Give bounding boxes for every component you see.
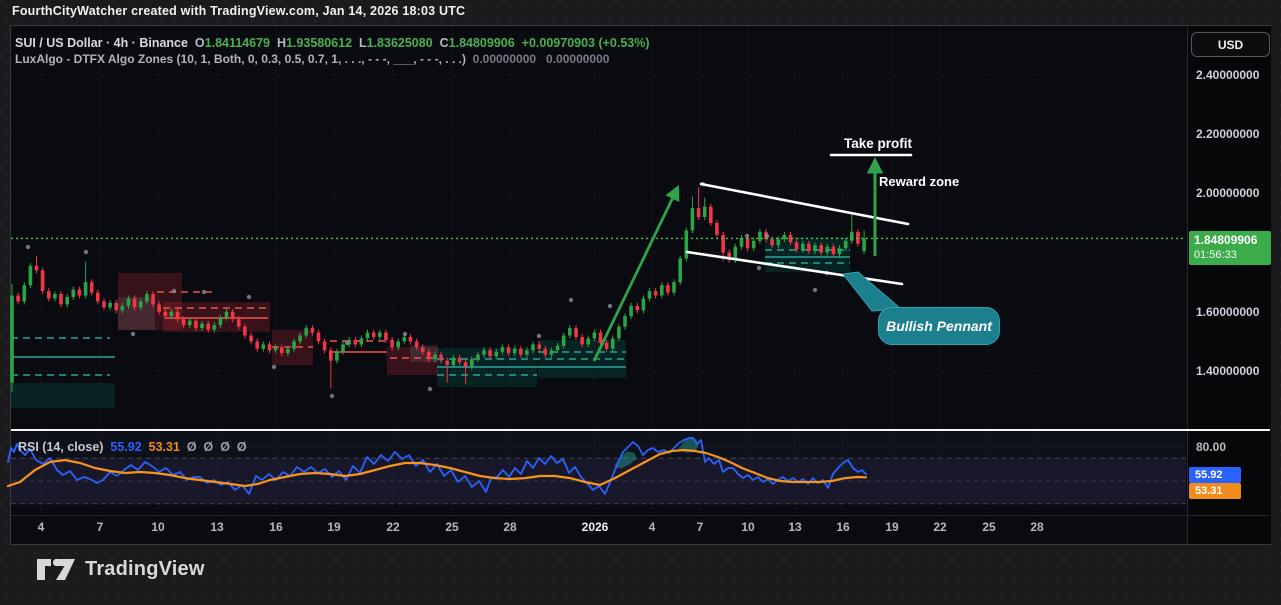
time-axis-label: 7: [696, 520, 704, 534]
rsi-ma-badge: 53.31: [1189, 483, 1241, 499]
bullish-pennant-callout[interactable]: Bullish Pennant: [878, 307, 1000, 345]
time-axis-label: 10: [151, 520, 165, 534]
time-axis-label: 2026: [581, 520, 609, 534]
close-value: 1.84809906: [448, 36, 515, 50]
symbol-legend-row[interactable]: SUI / US Dollar · 4h · Binance O1.841146…: [15, 35, 650, 51]
price-axis-label: 1.60000000: [1196, 305, 1260, 319]
low-label: L: [358, 36, 367, 50]
time-axis-label: 4: [648, 520, 656, 534]
time-axis-label: 19: [327, 520, 341, 534]
rsi-legend-row[interactable]: RSI (14, close) 55.92 53.31 Ø Ø Ø Ø: [18, 440, 247, 454]
take-profit-label[interactable]: Take profit: [843, 136, 912, 151]
time-axis-label: 16: [269, 520, 283, 534]
time-axis-label: 25: [445, 520, 459, 534]
price-axis-label: 2.40000000: [1196, 68, 1260, 82]
time-axis-divider: [11, 515, 1270, 516]
time-axis-label: 13: [210, 520, 224, 534]
time-axis-label: 7: [96, 520, 104, 534]
low-value: 1.83625080: [366, 36, 433, 50]
high-label: H: [276, 36, 286, 50]
price-axis-label: 1.40000000: [1196, 364, 1260, 378]
time-axis-label: 10: [741, 520, 755, 534]
open-value: 1.84114679: [204, 36, 270, 50]
time-axis-label: 25: [982, 520, 996, 534]
time-axis-label: 22: [933, 520, 947, 534]
change-value: +0.00970903 (+0.53%): [521, 36, 650, 50]
time-axis-label: 16: [836, 520, 850, 534]
rsi-empty-values: Ø Ø Ø Ø: [186, 440, 247, 454]
tradingview-logo-text: TradingView: [85, 557, 205, 580]
time-axis-label: 22: [386, 520, 400, 534]
time-axis-label: 28: [503, 520, 517, 534]
indicator-legend-row[interactable]: LuxAlgo - DTFX Algo Zones (10, 1, Both, …: [15, 52, 609, 66]
time-axis-label: 13: [788, 520, 802, 534]
bar-countdown: 01:56:33: [1194, 249, 1237, 261]
open-label: O: [194, 36, 205, 50]
chart-widget: [10, 25, 1271, 545]
rsi-value-main: 55.92: [110, 440, 142, 454]
high-value: 1.93580612: [285, 36, 353, 50]
rsi-value-ma: 53.31: [148, 440, 180, 454]
tradingview-logo-icon: [37, 558, 75, 580]
currency-toggle-button[interactable]: USD: [1191, 32, 1270, 57]
price-axis-label: 2.20000000: [1196, 127, 1260, 141]
current-price-value: 1.84809906: [1194, 233, 1258, 247]
reward-zone-label[interactable]: Reward zone: [879, 174, 960, 189]
time-axis-label: 19: [885, 520, 899, 534]
rsi-main-badge: 55.92: [1189, 467, 1241, 483]
time-axis-label: 4: [37, 520, 45, 534]
time-axis-label: 28: [1030, 520, 1044, 534]
indicator-title: LuxAlgo - DTFX Algo Zones (10, 1, Both, …: [15, 52, 466, 66]
rsi-level-label: 80.00: [1196, 440, 1227, 454]
close-label: C: [439, 36, 449, 50]
price-axis-label: 2.00000000: [1196, 186, 1260, 200]
tradingview-logo[interactable]: TradingView: [36, 556, 205, 582]
pane-divider[interactable]: [11, 429, 1270, 431]
symbol-title: SUI / US Dollar · 4h · Binance: [15, 36, 188, 50]
watermark-attribution: FourthCityWatcher created with TradingVi…: [12, 4, 466, 18]
price-axis[interactable]: [1187, 26, 1271, 544]
rsi-title: RSI (14, close): [18, 440, 104, 454]
current-price-badge: 1.84809906 01:56:33: [1189, 231, 1271, 265]
indicator-values: 0.00000000 0.00000000: [472, 52, 610, 66]
